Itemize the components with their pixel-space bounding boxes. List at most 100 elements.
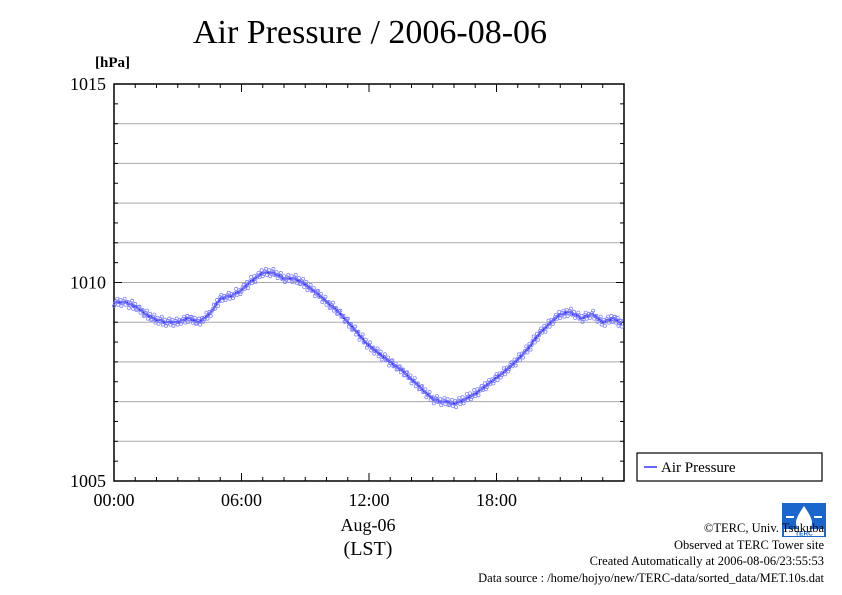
data-point: [454, 405, 459, 410]
data-point: [619, 324, 624, 329]
data-point: [484, 384, 489, 389]
data-point: [296, 276, 301, 281]
data-point: [564, 307, 569, 312]
data-point: [390, 358, 395, 363]
data-point: [115, 296, 120, 301]
data-point: [614, 318, 619, 323]
data-point: [375, 346, 380, 351]
axis-ticks: [113, 83, 625, 482]
data-point: [159, 314, 164, 319]
data-point: [562, 314, 567, 319]
data-point: [371, 345, 376, 350]
data-point: [495, 378, 500, 383]
data-point: [311, 286, 316, 291]
x-axis-date-label: Aug-06: [341, 515, 396, 535]
data-point: [356, 329, 361, 334]
data-point: [122, 296, 127, 301]
data-point: [148, 311, 153, 316]
x-axis-timezone-label: (LST): [344, 538, 393, 560]
data-point: [382, 352, 387, 357]
data-point: [207, 309, 212, 314]
data-point: [617, 321, 622, 326]
data-point: [140, 307, 145, 312]
data-point: [602, 323, 607, 328]
x-tick-label: 06:00: [221, 490, 262, 510]
data-point: [304, 280, 309, 285]
data-point: [591, 308, 596, 313]
data-point: [205, 316, 210, 321]
data-point: [521, 355, 526, 360]
copyright-text: ©TERC, Univ. Tsukuba: [703, 521, 824, 535]
data-point: [438, 397, 443, 402]
data-point: [472, 388, 477, 393]
data-point: [245, 286, 250, 291]
data-point: [442, 396, 447, 400]
data-point: [316, 288, 320, 293]
data-point: [449, 398, 454, 402]
legend-label: Air Pressure: [661, 460, 736, 476]
data-point: [619, 318, 623, 323]
x-tick-label: 18:00: [476, 490, 517, 510]
data-point: [535, 337, 540, 342]
data-point: [378, 349, 383, 354]
data-point: [464, 392, 469, 397]
data-point: [513, 363, 518, 368]
data-point: [576, 310, 581, 315]
data-point: [282, 274, 286, 279]
data-point: [401, 367, 405, 372]
data-point: [360, 332, 365, 337]
data-point: [155, 315, 160, 320]
data-point: [185, 313, 190, 318]
data-point: [529, 343, 534, 348]
data-point: [189, 314, 194, 319]
data-point: [611, 317, 616, 322]
created-timestamp-text: Created Automatically at 2006-08-06/23:5…: [589, 554, 824, 568]
data-point: [363, 337, 368, 342]
data-point: [330, 300, 335, 305]
data-point: [308, 282, 313, 287]
data-point: [338, 308, 343, 313]
data-point: [271, 267, 276, 271]
data-point: [144, 308, 149, 313]
series-line-air-pressure: [114, 271, 623, 405]
data-point: [348, 321, 353, 326]
data-point: [334, 305, 339, 310]
y-tick-label: 1015: [70, 74, 106, 94]
data-point: [476, 393, 481, 398]
data-point: [345, 316, 350, 321]
data-point: [583, 310, 588, 315]
data-point: [323, 294, 328, 299]
data-point: [226, 290, 231, 295]
data-point: [368, 340, 373, 345]
svg-text:TERC: TERC: [795, 531, 813, 538]
data-point: [253, 280, 258, 285]
data-point: [174, 316, 179, 321]
terc-logo-icon: TERC: [782, 503, 826, 537]
data-point: [420, 384, 425, 389]
data-point: [557, 309, 562, 314]
data-point: [525, 350, 530, 355]
data-point: [532, 340, 537, 345]
data-point: [353, 324, 358, 329]
data-point: [152, 312, 157, 317]
data-point: [130, 298, 135, 303]
data-point: [397, 364, 402, 369]
data-point: [467, 391, 472, 396]
y-tick-label: 1010: [70, 273, 106, 293]
data-point: [301, 276, 306, 281]
data-point: [520, 351, 524, 356]
data-point: [278, 271, 283, 275]
x-tick-label: 00:00: [93, 490, 134, 510]
data-point: [507, 367, 512, 371]
data-point: [568, 306, 573, 311]
data-point: [212, 306, 217, 311]
data-point: [517, 358, 522, 363]
data-point: [543, 329, 548, 334]
series-air-pressure: [112, 267, 624, 410]
data-point: [286, 273, 291, 277]
y-axis-unit-label: [hPa]: [95, 55, 130, 71]
credits-block: ©TERC, Univ. Tsukuba Observed at TERC To…: [478, 520, 824, 586]
y-tick-label: 1005: [70, 471, 106, 491]
data-point: [219, 292, 224, 297]
